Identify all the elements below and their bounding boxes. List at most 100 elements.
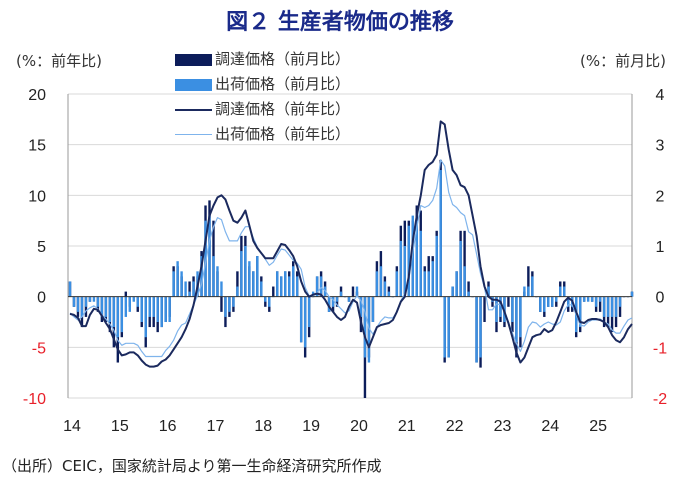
x-tick-label: 22 — [446, 418, 464, 435]
shipping-mom-bar — [96, 296, 100, 307]
shipping-mom-bar — [371, 296, 375, 322]
shipping-mom-bar — [335, 296, 339, 302]
shipping-mom-bar — [614, 296, 618, 317]
shipping-mom-bar — [295, 276, 299, 297]
left-tick-label: -10 — [23, 391, 46, 408]
legend-item-shipping-mom: 出荷価格（前月比） — [175, 72, 350, 97]
shipping-mom-bar — [244, 246, 247, 297]
legend-label: 調達価格（前月比） — [215, 50, 351, 68]
purchase-yoy-line — [69, 120, 633, 368]
shipping-mom-bar — [292, 266, 295, 297]
shipping-mom-bar — [407, 225, 410, 297]
shipping-mom-bar — [618, 296, 622, 307]
shipping-mom-bar — [515, 296, 518, 343]
shipping-mom-bar — [451, 286, 454, 297]
shipping-mom-bar — [112, 296, 116, 328]
purchase-mom-bar — [483, 296, 486, 322]
purchase-mom-bar — [339, 286, 343, 297]
shipping-mom-bar — [148, 296, 151, 317]
shipping-mom-bar — [288, 276, 291, 297]
shipping-mom-bar — [156, 296, 159, 322]
shipping-mom-bar — [511, 296, 514, 322]
legend-item-purchase-yoy: 調達価格（前年比） — [175, 97, 350, 122]
shipping-mom-bar — [355, 286, 359, 297]
shipping-mom-bar — [184, 281, 187, 297]
legend-swatch — [175, 78, 212, 91]
x-tick-label: 20 — [350, 418, 368, 435]
shipping-mom-bar — [395, 271, 399, 297]
left-tick-label: 0 — [37, 290, 46, 307]
shipping-mom-bar — [88, 296, 92, 302]
purchase-mom-bar — [467, 281, 470, 297]
purchase-mom-bar — [220, 296, 223, 312]
legend: 調達価格（前月比） 出荷価格（前月比） 調達価格（前年比） 出荷価格（前年比） — [175, 47, 350, 147]
shipping-mom-bar — [383, 281, 387, 297]
shipping-mom-bar — [555, 296, 558, 302]
shipping-mom-bar — [180, 271, 183, 297]
shipping-mom-bar — [479, 296, 482, 358]
shipping-mom-bar — [598, 296, 602, 302]
shipping-mom-bar — [260, 281, 263, 297]
shipping-mom-bar — [487, 286, 490, 297]
shipping-mom-bar — [164, 296, 167, 322]
shipping-mom-bar — [447, 296, 450, 358]
right-tick-label: 1 — [656, 239, 665, 256]
shipping-mom-bar — [136, 296, 139, 307]
shipping-mom-bar — [610, 296, 614, 317]
shipping-mom-bar — [415, 220, 418, 297]
legend-label: 調達価格（前年比） — [215, 100, 351, 118]
shipping-mom-bar — [280, 276, 283, 297]
shipping-mom-bar — [264, 296, 267, 302]
shipping-mom-bar — [232, 296, 235, 307]
right-tick-label: -2 — [653, 391, 667, 408]
x-tick-label: 24 — [541, 418, 559, 435]
left-tick-label: -5 — [32, 340, 46, 357]
right-axis-unit: (%：前月比) — [580, 52, 666, 70]
shipping-mom-bar — [120, 296, 124, 333]
legend-swatch — [175, 134, 212, 135]
shipping-mom-bar — [347, 296, 351, 302]
shipping-mom-bar — [276, 271, 279, 297]
x-tick-label: 14 — [63, 418, 81, 435]
shipping-mom-bar — [132, 296, 135, 302]
shipping-mom-bar — [427, 271, 430, 297]
left-axis-unit: (%：前年比) — [16, 52, 102, 70]
shipping-mom-bar — [228, 296, 231, 312]
shipping-mom-bar — [459, 240, 462, 297]
shipping-mom-bar — [160, 296, 163, 328]
shipping-mom-bar — [176, 261, 179, 297]
left-tick-label: 10 — [28, 188, 46, 205]
purchase-mom-bar — [507, 296, 510, 307]
purchase-mom-bar — [463, 230, 466, 297]
shipping-mom-bar — [236, 286, 239, 297]
purchase-mom-bar — [124, 291, 128, 297]
legend-label: 出荷価格（前月比） — [215, 75, 351, 93]
shipping-mom-bar — [439, 170, 442, 297]
purchase-mom-bar — [387, 286, 391, 297]
shipping-mom-bar — [375, 271, 379, 297]
legend-swatch — [175, 108, 212, 111]
shipping-mom-bar — [467, 291, 470, 297]
shipping-mom-bar — [216, 266, 219, 297]
purchase-mom-bar — [272, 286, 275, 297]
shipping-mom-bar — [220, 281, 223, 297]
legend-item-shipping-yoy: 出荷価格（前年比） — [175, 122, 350, 147]
shipping-mom-bar — [435, 235, 438, 297]
left-tick-label: 20 — [28, 87, 46, 104]
shipping-mom-bar — [307, 296, 311, 328]
left-tick-label: 5 — [37, 239, 46, 256]
shipping-mom-bar — [128, 296, 131, 312]
legend-item-purchase-mom: 調達価格（前月比） — [175, 47, 350, 72]
x-tick-label: 16 — [159, 418, 177, 435]
shipping-mom-bar — [299, 296, 303, 343]
shipping-mom-bar — [116, 296, 120, 338]
purchase-mom-bar — [188, 281, 191, 297]
shipping-mom-bar — [284, 271, 287, 297]
right-tick-label: 0 — [656, 290, 665, 307]
shipping-mom-bar — [144, 296, 147, 338]
shipping-mom-bar — [359, 296, 363, 317]
shipping-mom-bar — [152, 296, 155, 317]
shipping-mom-bar — [539, 296, 542, 312]
shipping-mom-bar — [630, 291, 634, 297]
